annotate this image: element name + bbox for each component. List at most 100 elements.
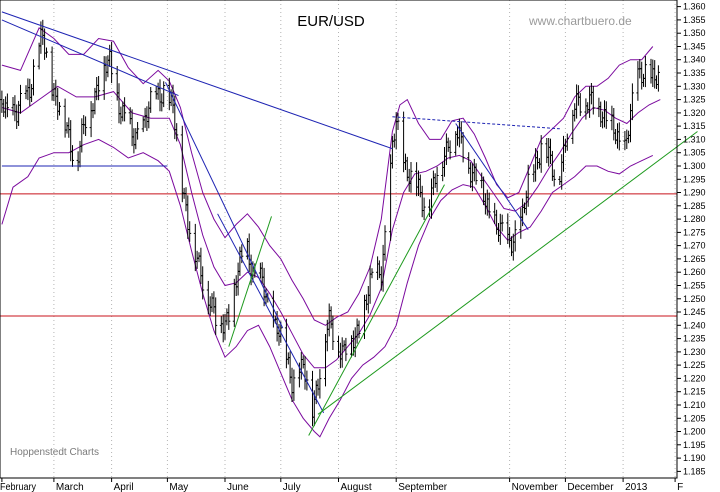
chart-title: EUR/USD [297,13,365,30]
x-tick-label: F [677,482,683,492]
price-bar [97,76,101,101]
y-tick-label: 1.235 [683,334,706,344]
x-tick-label: February [0,482,36,492]
price-bar [422,197,426,220]
y-tick-label: 1.220 [683,373,706,383]
price-bar [19,84,22,114]
y-tick-label: 1.225 [683,360,706,370]
x-tick-label: April [114,482,134,492]
x-tick-label: July [283,482,301,492]
price-bar [474,163,478,185]
price-bar [32,59,35,96]
price-bar [175,123,179,142]
y-tick-label: 1.250 [683,294,706,304]
y-tick-label: 1.185 [683,466,706,476]
watermark-url: www.chartbuero.de [528,14,632,28]
price-bar [513,220,517,252]
y-tick-label: 1.230 [683,347,706,357]
x-tick-label: August [341,482,372,492]
price-bar [630,83,634,121]
y-tick-label: 1.265 [683,254,706,264]
price-bar [214,297,218,335]
y-tick-label: 1.195 [683,440,706,450]
y-tick-label: 1.360 [683,2,706,12]
price-bar [383,225,387,261]
y-tick-label: 1.355 [683,15,706,25]
x-tick-label: September [398,482,448,492]
price-bar [396,112,400,130]
price-bar [123,97,127,122]
x-tick-label: May [169,482,188,492]
y-axis: 1.360 1.355 1.350 1.345 1.340 1.335 1.330 1.325… [677,2,706,476]
y-tick-label: 1.215 [683,387,706,397]
x-tick-label: 2013 [625,482,648,492]
price-bar [136,122,140,140]
price-bar [188,221,192,242]
y-tick-label: 1.275 [683,227,706,237]
trendline-green-2 [317,131,698,415]
price-bar [591,86,595,115]
price-bar [409,162,413,193]
price-bars [0,19,660,427]
price-bar [435,166,439,193]
price-bar [604,101,608,129]
price-bar [357,320,361,339]
price-bar [149,87,153,113]
y-tick-label: 1.350 [683,28,706,38]
y-tick-label: 1.205 [683,413,706,423]
y-tick-label: 1.285 [683,201,706,211]
price-bar [487,192,491,219]
price-bar [292,369,296,401]
y-tick-label: 1.200 [683,427,706,437]
price-bar [461,132,465,163]
price-bar [448,140,452,160]
price-bar [45,47,48,58]
x-tick-label: June [227,482,249,492]
y-tick-label: 1.300 [683,161,706,171]
price-bar [110,41,114,84]
x-tick-label: November [512,482,559,492]
price-bar [526,164,530,207]
price-bar [344,337,348,362]
y-tick-label: 1.295 [683,174,706,184]
y-tick-label: 1.345 [683,42,706,52]
price-bar [5,93,9,118]
y-tick-label: 1.245 [683,307,706,317]
trendline-blue-3 [165,82,284,329]
price-bar [552,169,556,187]
bollinger-lower [1,138,654,438]
y-tick-label: 1.240 [683,320,706,330]
x-axis: February March April May June July August Septe… [0,478,683,492]
price-bar [565,133,569,151]
price-bar [162,81,166,108]
price-bar [578,93,582,117]
price-bar [58,102,61,116]
price-bar [318,369,322,399]
price-bar [71,145,74,167]
source-label: Hoppenstedt Charts [10,447,99,458]
y-tick-label: 1.310 [683,134,706,144]
trend-lines [1,11,698,436]
y-tick-label: 1.270 [683,241,706,251]
trendline-blue-1 [1,11,393,150]
y-tick-label: 1.340 [683,55,706,65]
y-tick-label: 1.330 [683,81,706,91]
y-tick-label: 1.210 [683,400,706,410]
x-tick-label: December [567,482,614,492]
y-tick-label: 1.260 [683,267,706,277]
y-tick-label: 1.290 [683,188,706,198]
price-bar [370,268,374,279]
y-tick-label: 1.280 [683,214,706,224]
y-tick-label: 1.315 [683,121,706,131]
y-tick-label: 1.335 [683,68,706,78]
price-bar [643,56,647,88]
price-bar [539,135,543,173]
price-bar [500,214,504,232]
trendline-blue-4 [217,213,325,414]
y-tick-label: 1.190 [683,453,706,463]
y-tick-label: 1.305 [683,148,706,158]
trendline-green-1 [308,184,445,436]
y-tick-label: 1.325 [683,95,706,105]
y-tick-label: 1.255 [683,281,706,291]
